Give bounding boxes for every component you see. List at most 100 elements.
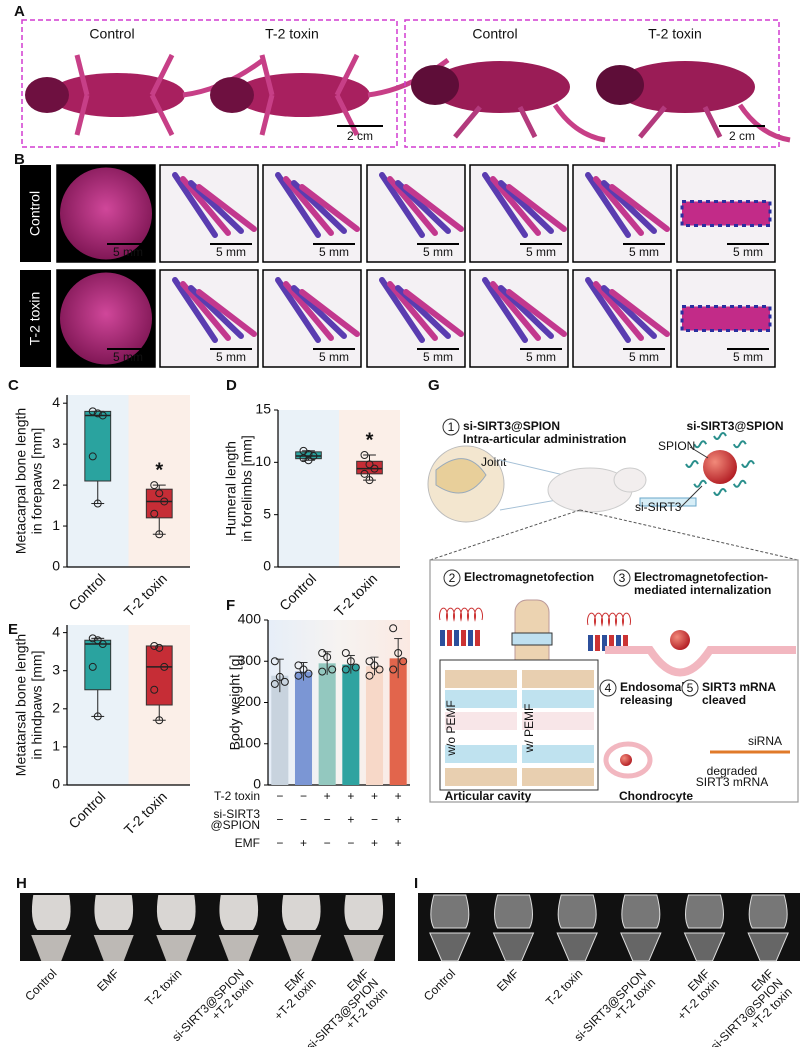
tibia-render: [343, 935, 384, 961]
data-point: [160, 497, 169, 506]
data-point: [370, 464, 379, 473]
specimen-head: [596, 65, 644, 105]
category-background: [128, 395, 190, 567]
y-axis-title: Body weight [g]: [227, 655, 243, 751]
data-point: [88, 634, 97, 643]
molecule-label: siRNA: [748, 734, 782, 748]
tibia-render: [156, 935, 197, 961]
step-number: 1: [448, 420, 455, 434]
y-tick-label: 4: [52, 623, 60, 639]
data-point: [351, 663, 360, 672]
box: [145, 645, 173, 706]
internalized-particle: [670, 630, 690, 650]
data-point: [399, 657, 408, 666]
data-point: [360, 451, 369, 460]
data-point: [370, 661, 379, 670]
data-point: [294, 671, 303, 680]
bone: [180, 281, 231, 341]
group-label: Control: [421, 966, 458, 1003]
step-title-line: SIRT3 mRNA: [702, 680, 776, 694]
row-label: T-2 toxin: [27, 292, 43, 346]
joint-label: Joint: [481, 455, 507, 469]
panel-label: E: [8, 621, 18, 638]
magnet-stripe: [461, 630, 466, 646]
leader: [679, 485, 703, 509]
bone: [180, 176, 231, 236]
magnet-stripe: [475, 630, 480, 646]
y-axis-title: Metatarsal bone length: [13, 634, 29, 776]
tibia-section: [556, 932, 598, 962]
tibia-section: [429, 932, 471, 962]
micrograph: [159, 164, 259, 263]
magnet-stripe: [616, 635, 621, 651]
data-point: [93, 712, 102, 721]
micrograph: [572, 269, 672, 368]
scale-bar-label: 5 mm: [113, 245, 143, 259]
coil: [587, 612, 631, 627]
micrograph: [366, 269, 466, 368]
bone: [506, 184, 567, 232]
bone: [609, 289, 670, 337]
step-title-line: cleaved: [702, 693, 746, 707]
tibia-render: [93, 935, 134, 961]
sirna-strand: [693, 479, 708, 488]
y-tick-label: 3: [52, 435, 60, 451]
magnet-stripe: [623, 635, 628, 651]
factor-sign: +: [395, 836, 402, 850]
scale-bar-label: 5 mm: [526, 245, 556, 259]
box: [84, 410, 112, 482]
data-point: [309, 452, 318, 461]
femur-render: [344, 895, 384, 930]
factor-sign: +: [395, 813, 402, 827]
particle-title: si-SIRT3@SPION: [686, 419, 783, 433]
bone: [490, 281, 541, 341]
region-label: Chondrocyte: [619, 789, 693, 803]
step-title: Electromagnetofection-mediated internali…: [634, 570, 771, 597]
y-tick-label: 15: [255, 401, 271, 417]
row-label-box: [20, 165, 51, 262]
group-label: Control: [22, 966, 59, 1003]
bone: [299, 184, 360, 232]
specimen-limb: [149, 93, 175, 137]
y-tick-label: 1: [52, 738, 60, 754]
data-point: [155, 489, 164, 498]
femur-section: [621, 894, 661, 929]
y-tick-label: 0: [52, 776, 60, 792]
bar: [318, 663, 336, 785]
data-point: [150, 481, 159, 490]
data-point: [155, 716, 164, 725]
data-point: [375, 665, 384, 674]
factor-label: T-2 toxin: [214, 789, 260, 803]
tissue-layer: [522, 712, 594, 730]
femur-section: [430, 894, 470, 929]
scale-bar-label: 5 mm: [423, 350, 453, 364]
data-point: [365, 476, 374, 485]
data-point: [93, 409, 102, 418]
x-tick-label: Control: [276, 570, 319, 613]
data-point: [275, 672, 284, 681]
sirna-strand: [713, 488, 727, 496]
y-axis-title: in hindpaws [mm]: [29, 651, 45, 760]
factor-sign: +: [371, 789, 378, 803]
step-badge: [443, 569, 461, 587]
group-label: EMF+T-2 toxin: [665, 966, 722, 1023]
panel-label: B: [14, 151, 25, 168]
molecule-label-line: SIRT3 mRNA: [696, 775, 768, 789]
factor-sign: −: [371, 813, 378, 827]
group-label: T-2 toxin: [142, 966, 184, 1008]
step-title-line: Endosomal: [620, 680, 685, 694]
coil: [439, 607, 483, 622]
factor-sign: −: [300, 813, 307, 827]
tibia-section: [492, 932, 535, 962]
step-number: 4: [605, 681, 612, 695]
knee-space: [511, 632, 553, 646]
group-label: T-2 toxin: [648, 26, 702, 42]
specimen-image: [596, 61, 791, 143]
condition-label: w/o PEMF: [444, 700, 458, 756]
group-label: EMF+T-2 toxin: [262, 966, 319, 1023]
data-point: [299, 665, 308, 674]
tissue-layer: [522, 745, 594, 763]
bar: [294, 671, 313, 785]
step-badge: [681, 679, 699, 697]
panel-a-frame: [21, 19, 398, 148]
